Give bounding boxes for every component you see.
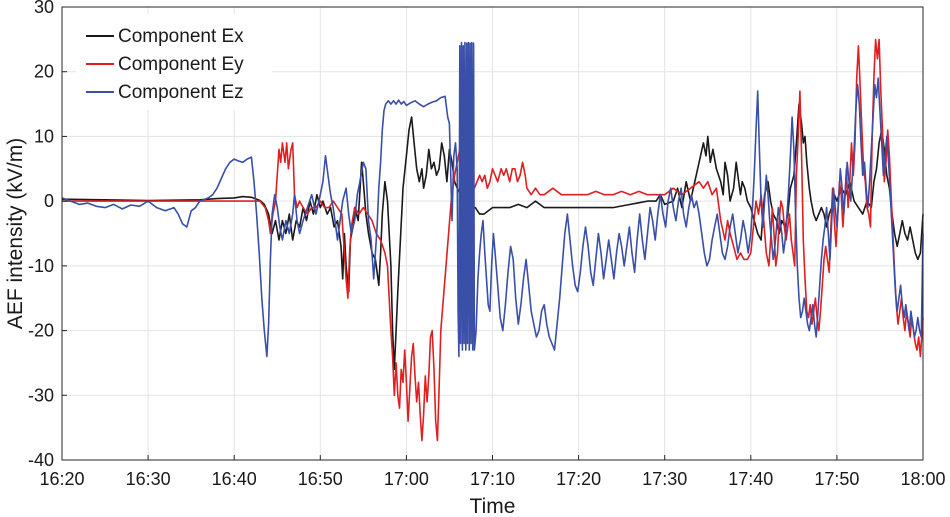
x-tick-label: 17:30	[642, 469, 687, 489]
x-tick-label: 16:40	[212, 469, 257, 489]
x-tick-label: 17:10	[470, 469, 515, 489]
y-tick-label: -30	[28, 385, 54, 405]
series-line-2	[62, 38, 924, 442]
legend-entry: Component Ex	[118, 26, 244, 47]
x-tick-label: 18:00	[900, 469, 945, 489]
y-tick-label: 30	[34, 0, 54, 17]
x-tick-label: 17:20	[556, 469, 601, 489]
y-tick-label: 10	[34, 126, 54, 146]
y-tick-label: -10	[28, 256, 54, 276]
x-tick-label: 16:30	[126, 469, 171, 489]
legend-entry: Component Ez	[118, 82, 244, 103]
y-tick-label: -40	[28, 450, 54, 470]
x-tick-label: 17:40	[728, 469, 773, 489]
legend-background	[76, 14, 272, 110]
x-tick-label: 17:50	[814, 469, 859, 489]
legend: Component Ex Component Ey Component Ez	[76, 14, 272, 110]
series-layer	[61, 38, 924, 442]
x-tick-label: 16:50	[298, 469, 343, 489]
y-tick-label: -20	[28, 321, 54, 341]
series-line-3	[61, 41, 924, 358]
x-tick-label: 17:00	[384, 469, 429, 489]
y-axis-label: AEF intensity (kV/m)	[4, 138, 27, 329]
x-axis-ticks: 16:20 16:30 16:40 16:50 17:00 17:10 17:20 17:30…	[39, 455, 946, 489]
y-tick-label: 0	[44, 191, 54, 211]
legend-entry: Component Ey	[118, 54, 244, 75]
y-tick-label: 20	[34, 62, 54, 82]
y-axis-ticks: 30 20 10 0 -10 -20 -30 -40	[28, 0, 67, 470]
x-axis-label: Time	[470, 495, 516, 517]
x-tick-label: 16:20	[39, 469, 84, 489]
